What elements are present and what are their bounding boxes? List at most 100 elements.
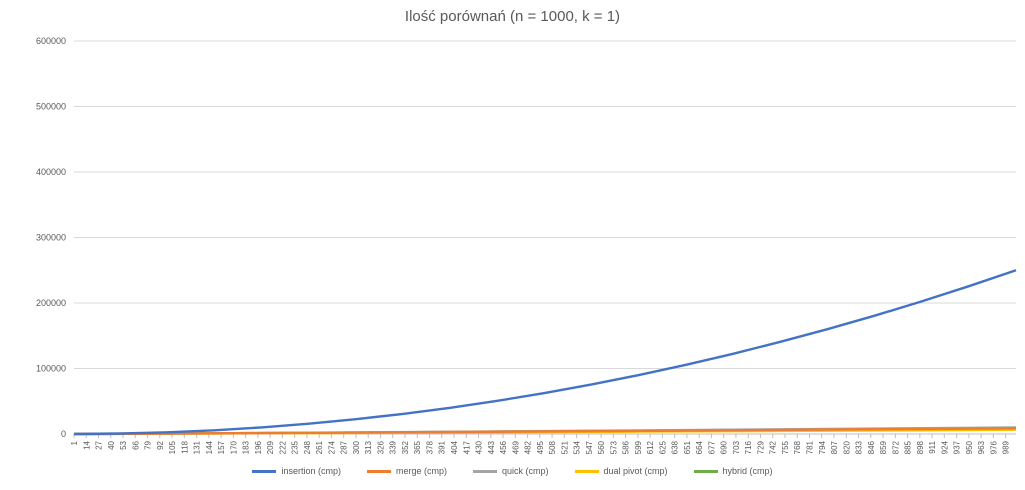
legend-item: insertion (cmp) — [252, 466, 341, 476]
x-tick-label: 638 — [671, 440, 680, 454]
x-tick-label: 729 — [756, 440, 765, 454]
y-tick-label: 300000 — [36, 233, 66, 243]
x-tick-label: 768 — [793, 440, 802, 454]
x-tick-label: 495 — [536, 440, 545, 454]
x-tick-label: 391 — [438, 440, 447, 454]
x-tick-label: 586 — [622, 440, 631, 454]
x-tick-label: 40 — [107, 440, 116, 449]
x-tick-label: 989 — [1002, 440, 1011, 454]
y-tick-label: 600000 — [36, 36, 66, 46]
x-tick-label: 677 — [707, 440, 716, 454]
x-tick-label: 482 — [524, 440, 533, 454]
x-tick-label: 521 — [560, 440, 569, 454]
x-tick-label: 287 — [340, 440, 349, 454]
y-tick-label: 500000 — [36, 102, 66, 112]
x-tick-label: 872 — [891, 440, 900, 454]
legend-item: merge (cmp) — [366, 466, 447, 476]
legend-swatch — [693, 469, 718, 473]
x-tick-label: 820 — [842, 440, 851, 454]
x-tick-label: 690 — [720, 440, 729, 454]
x-tick-label: 404 — [450, 440, 459, 454]
x-tick-label: 209 — [266, 440, 275, 454]
legend-label: merge (cmp) — [395, 466, 447, 476]
y-tick-label: 200000 — [36, 298, 66, 308]
x-tick-label: 261 — [315, 440, 324, 454]
x-tick-label: 599 — [634, 440, 643, 454]
x-tick-label: 703 — [732, 440, 741, 454]
x-tick-label: 66 — [131, 440, 140, 449]
series-line — [73, 427, 1017, 436]
x-tick-label: 105 — [168, 440, 177, 454]
x-axis-ticks: 1 14 27 40 53 66 79 92 105 118 131 144 157 170 183 196 2… — [70, 434, 1011, 454]
x-tick-label: 534 — [573, 440, 582, 454]
x-tick-label: 157 — [217, 440, 226, 454]
x-tick-label: 53 — [119, 440, 128, 449]
x-tick-label: 27 — [95, 440, 104, 449]
y-tick-label: 400000 — [36, 167, 66, 177]
x-tick-label: 911 — [928, 440, 937, 453]
x-tick-label: 547 — [585, 440, 594, 454]
series-lines — [73, 269, 1017, 436]
x-tick-label: 625 — [658, 440, 667, 454]
x-tick-label: 651 — [683, 440, 692, 454]
x-tick-label: 313 — [364, 440, 373, 454]
chart-title: Ilość porównań (n = 1000, k = 1) — [404, 8, 621, 25]
x-tick-label: 417 — [462, 440, 471, 454]
x-tick-label: 196 — [254, 440, 263, 454]
x-tick-label: 378 — [425, 440, 434, 454]
series-line — [73, 269, 1017, 436]
legend-swatch — [366, 469, 391, 473]
x-tick-label: 183 — [242, 440, 251, 454]
x-tick-label: 79 — [144, 440, 153, 449]
legend-label: hybrid (cmp) — [722, 466, 773, 476]
x-tick-label: 950 — [965, 440, 974, 454]
x-tick-label: 326 — [376, 440, 385, 454]
x-tick-label: 300 — [352, 440, 361, 454]
legend-label: insertion (cmp) — [281, 466, 341, 476]
x-tick-label: 755 — [781, 440, 790, 454]
x-tick-label: 118 — [180, 440, 189, 453]
legend-item: hybrid (cmp) — [693, 466, 773, 476]
x-tick-label: 612 — [646, 440, 655, 454]
x-tick-label: 560 — [597, 440, 606, 454]
x-tick-label: 131 — [193, 440, 202, 454]
x-tick-label: 170 — [229, 440, 238, 454]
y-axis-ticks: 0 100000 200000 300000 400000 500000 600000 — [36, 36, 66, 439]
x-tick-label: 248 — [303, 440, 312, 454]
legend-swatch — [574, 469, 599, 473]
x-tick-label: 976 — [989, 440, 998, 454]
x-tick-label: 430 — [475, 440, 484, 454]
x-tick-label: 352 — [401, 440, 410, 454]
x-tick-label: 924 — [940, 440, 949, 454]
x-tick-label: 846 — [867, 440, 876, 454]
x-tick-label: 92 — [156, 440, 165, 449]
x-tick-label: 742 — [769, 440, 778, 454]
x-tick-label: 508 — [548, 440, 557, 454]
x-tick-label: 456 — [499, 440, 508, 454]
x-tick-label: 274 — [327, 440, 336, 454]
x-tick-label: 716 — [744, 440, 753, 454]
x-tick-label: 859 — [879, 440, 888, 454]
x-tick-label: 807 — [830, 440, 839, 454]
y-tick-label: 0 — [61, 429, 66, 439]
legend-swatch — [252, 469, 277, 473]
x-tick-label: 235 — [291, 440, 300, 454]
legend-item: dual pivot (cmp) — [574, 466, 668, 476]
x-tick-label: 963 — [977, 440, 986, 454]
x-tick-label: 664 — [695, 440, 704, 454]
x-tick-label: 222 — [278, 440, 287, 454]
x-tick-label: 833 — [855, 440, 864, 454]
x-tick-label: 573 — [609, 440, 618, 454]
x-tick-label: 339 — [389, 440, 398, 454]
gridlines — [74, 40, 1016, 435]
legend-label: quick (cmp) — [501, 466, 549, 476]
x-tick-label: 469 — [511, 440, 520, 454]
x-tick-label: 937 — [953, 440, 962, 454]
x-tick-label: 781 — [805, 440, 814, 454]
y-tick-label: 100000 — [36, 364, 66, 374]
legend-label: dual pivot (cmp) — [603, 466, 668, 476]
legend: insertion (cmp) merge (cmp) quick (cmp) dua… — [0, 466, 1025, 476]
x-tick-label: 443 — [487, 440, 496, 454]
